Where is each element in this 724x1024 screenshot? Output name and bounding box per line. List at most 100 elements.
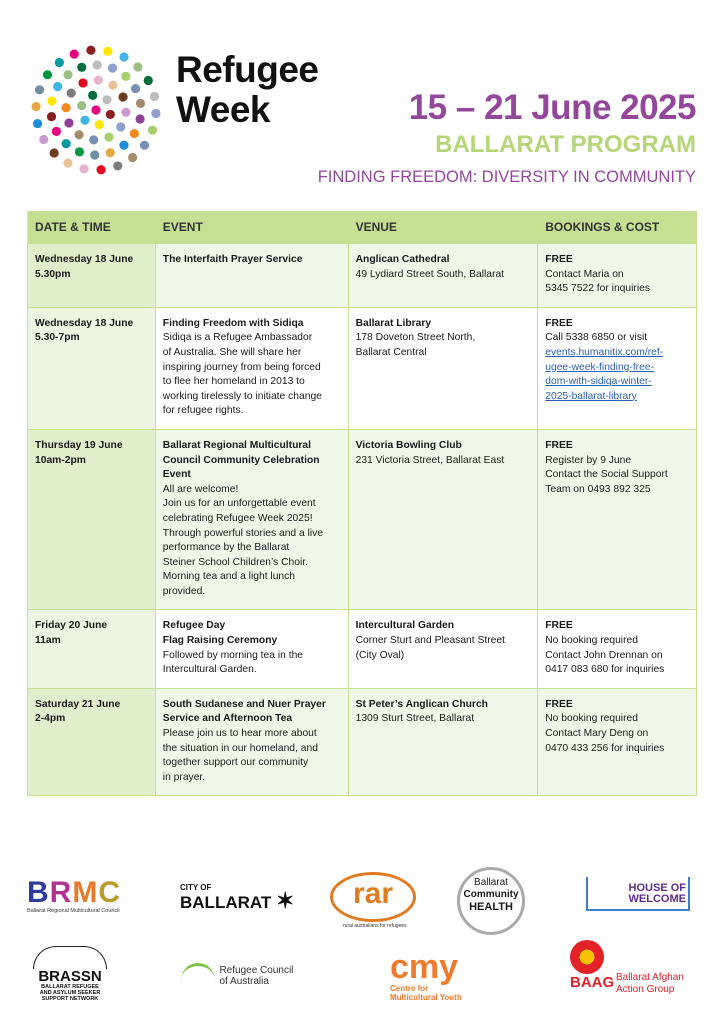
venue-address: 231 Victoria Street, Ballarat East — [355, 454, 505, 466]
logo-dot — [129, 128, 139, 139]
umbrella-icon — [33, 946, 107, 969]
logo-dot — [143, 75, 153, 86]
logo-dot — [107, 63, 118, 73]
table-header-row: DATE & TIME EVENT VENUE BOOKINGS & COST — [27, 211, 697, 244]
date-time-text: Wednesday 18 June — [35, 317, 134, 329]
logo-dot — [121, 71, 131, 81]
venue-cell: St Peter’s Anglican Church 1309 Sturt Str… — [347, 687, 539, 797]
logo-dot — [105, 109, 115, 120]
date-cell: Saturday 21 June 2-4pm — [27, 687, 156, 797]
table-row: Wednesday 18 June 5.30pm The Interfaith Pr… — [27, 243, 697, 308]
cost-text: FREE — [545, 620, 573, 632]
refugee-week-dots-logo — [31, 45, 161, 175]
table-row: Thursday 19 June 10am-2pm Ballarat Regiona… — [27, 428, 697, 611]
event-title: Refugee Day — [162, 620, 226, 632]
event-description: the situation in our homeland, and — [162, 742, 318, 754]
cost-text: FREE — [545, 317, 573, 329]
event-description: Through powerful stories and a live — [162, 527, 324, 539]
event-description: Sidiqa is a Refugee Ambassador — [162, 332, 313, 344]
header-venue: VENUE — [347, 211, 539, 244]
logo-dot — [31, 101, 41, 112]
logo-dot — [79, 164, 89, 174]
logo-dot — [116, 122, 126, 132]
event-description: together support our community — [162, 757, 309, 769]
logo-dot — [149, 91, 160, 102]
venue-cell: Anglican Cathedral 49 Lydiard Street Sout… — [347, 243, 539, 308]
people-icon — [181, 963, 215, 988]
logo-dot — [54, 57, 64, 68]
venue-address: (City Oval) — [355, 649, 405, 661]
star-icon: ✶ — [276, 888, 295, 913]
event-cell: South Sudanese and Nuer Prayer Service an… — [154, 687, 349, 797]
logo-dot — [49, 148, 59, 158]
logo-dot — [63, 158, 73, 168]
refugee-week-wordmark: Refugee Week — [176, 50, 319, 130]
logo-dot — [118, 92, 128, 102]
venue-cell: Intercultural Garden Corner Sturt and Ple… — [347, 609, 539, 689]
booking-link[interactable]: dom-with-sidiqa-winter- — [545, 376, 652, 388]
rar-logo: rar rural australians for refugees — [330, 872, 416, 929]
baag-logo: BAAG Ballarat Afghan Action Group — [570, 940, 684, 995]
event-description: inspiring journey from being forced — [162, 361, 321, 373]
bookings-cell: FREE No booking required Contact John Dren… — [537, 609, 697, 689]
logo-dot — [147, 125, 158, 135]
logo-dot — [113, 161, 123, 171]
event-description: Followed by morning tea in the — [162, 649, 304, 661]
booking-link[interactable]: events.humanitix.com/ref- — [545, 346, 664, 358]
logo-dot — [46, 112, 57, 122]
venue-name: St Peter’s Anglican Church — [355, 698, 488, 710]
logo-dot — [130, 83, 141, 94]
event-description: performance by the Ballarat — [162, 542, 290, 554]
logo-dot — [63, 70, 73, 80]
date-cell: Wednesday 18 June 5.30-7pm — [27, 306, 156, 430]
logo-dot — [47, 96, 57, 106]
date-time-text: Friday 20 June — [35, 620, 108, 632]
booking-link[interactable]: ugee-week-finding-free- — [545, 361, 654, 373]
bookings-cell: FREE Register by 9 June Contact the Social… — [537, 428, 697, 611]
event-description: provided. — [162, 585, 206, 597]
event-cell: Finding Freedom with Sidiqa Sidiqa is a R… — [154, 306, 349, 430]
logo-dot — [128, 152, 138, 163]
event-title: Event — [162, 469, 191, 481]
date-cell: Wednesday 18 June 5.30pm — [27, 243, 156, 308]
venue-name: Ballarat Library — [355, 317, 432, 329]
event-description: working tirelessly to initiate change — [162, 390, 322, 402]
logo-dot — [91, 105, 101, 115]
bookings-cell: FREE Call 5338 6850 or visit events.humani… — [537, 306, 697, 430]
booking-info: Call 5338 6850 or visit — [545, 332, 648, 344]
table-row: Wednesday 18 June 5.30-7pm Finding Freedom… — [27, 306, 697, 430]
table-row: Saturday 21 June 2-4pm South Sudanese and … — [27, 687, 697, 797]
logo-dot — [139, 140, 150, 150]
event-description: for refugee rights. — [162, 405, 244, 417]
date-time-text: Thursday 19 June — [35, 439, 123, 451]
event-cell: Ballarat Regional Multicultural Council C… — [154, 428, 349, 611]
cost-text: FREE — [545, 439, 573, 451]
flower-icon — [570, 940, 604, 974]
booking-link[interactable]: 2025-ballarat-library — [545, 390, 637, 402]
logo-dot — [66, 88, 76, 98]
date-time-text: 2-4pm — [35, 713, 66, 725]
logo-dot — [121, 107, 131, 117]
venue-address: Ballarat Central — [355, 346, 427, 358]
logo-dot — [135, 114, 145, 124]
logo-dot — [119, 52, 129, 62]
cmy-logo: cmy Centre for Multicultural Youth — [390, 948, 462, 1002]
logo-dot — [92, 60, 102, 70]
event-title: South Sudanese and Nuer Prayer — [162, 698, 326, 710]
brassn-logo: BRASSN BALLARAT REFUGEE AND ASYLUM SEEKE… — [33, 946, 107, 1002]
header-date: DATE & TIME — [27, 211, 156, 244]
cost-text: FREE — [545, 698, 573, 710]
logo-dot — [89, 135, 99, 145]
event-description: Join us for an unforgettable event — [162, 498, 316, 510]
logo-dot — [74, 130, 84, 140]
logo-dot — [96, 165, 106, 175]
venue-cell: Ballarat Library 178 Doveton Street North… — [347, 306, 539, 430]
venue-address: 1309 Sturt Street, Ballarat — [355, 713, 475, 725]
event-description: of Australia. She will share her — [162, 346, 302, 358]
cost-text: FREE — [545, 254, 573, 265]
brand-line2: Week — [176, 89, 271, 130]
program-title: BALLARAT PROGRAM — [435, 131, 696, 158]
booking-info: 0417 083 680 for inquiries — [545, 664, 665, 676]
event-description: Morning tea and a light lunch — [162, 571, 296, 583]
brmc-logo: BRMC Ballarat Regional Multicultural Cou… — [27, 876, 121, 915]
